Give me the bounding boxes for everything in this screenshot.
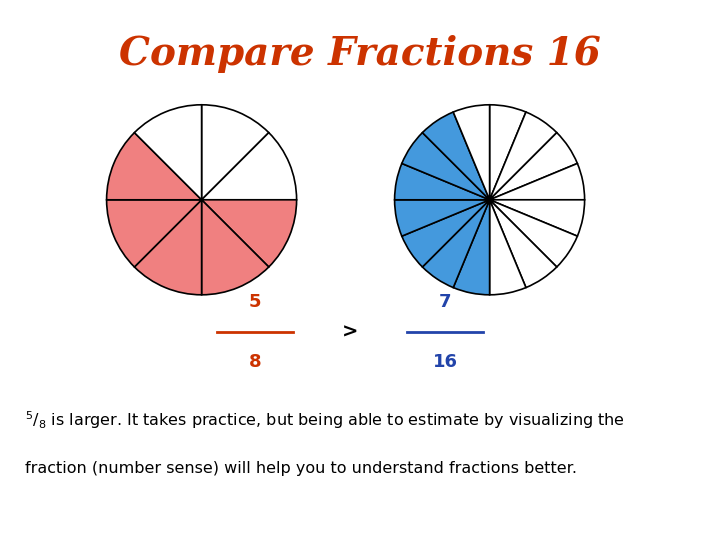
- Wedge shape: [490, 133, 577, 200]
- Wedge shape: [423, 200, 490, 288]
- Wedge shape: [423, 112, 490, 200]
- Wedge shape: [490, 200, 526, 295]
- Wedge shape: [402, 133, 490, 200]
- Wedge shape: [490, 200, 585, 236]
- Wedge shape: [395, 164, 490, 200]
- Text: fraction (number sense) will help you to understand fractions better.: fraction (number sense) will help you to…: [25, 461, 577, 476]
- Wedge shape: [395, 200, 490, 236]
- Wedge shape: [454, 200, 490, 295]
- Wedge shape: [402, 200, 490, 267]
- Text: 8: 8: [248, 353, 261, 371]
- Wedge shape: [490, 105, 526, 200]
- Text: $\mathregular{^5/_8}$ is larger. It takes practice, but being able to estimate b: $\mathregular{^5/_8}$ is larger. It take…: [25, 409, 625, 431]
- Text: Compare Fractions 16: Compare Fractions 16: [119, 35, 601, 73]
- Wedge shape: [490, 200, 577, 267]
- Text: 16: 16: [433, 353, 457, 371]
- Wedge shape: [135, 200, 202, 295]
- Wedge shape: [107, 200, 202, 267]
- Text: 7: 7: [438, 293, 451, 311]
- Wedge shape: [202, 200, 269, 295]
- Text: >: >: [342, 322, 358, 341]
- Wedge shape: [202, 105, 269, 200]
- Wedge shape: [135, 105, 202, 200]
- Wedge shape: [202, 133, 297, 200]
- Wedge shape: [107, 133, 202, 200]
- Wedge shape: [454, 105, 490, 200]
- Wedge shape: [490, 164, 585, 200]
- Wedge shape: [490, 112, 557, 200]
- Wedge shape: [202, 200, 297, 267]
- Text: 5: 5: [248, 293, 261, 311]
- Wedge shape: [490, 200, 557, 288]
